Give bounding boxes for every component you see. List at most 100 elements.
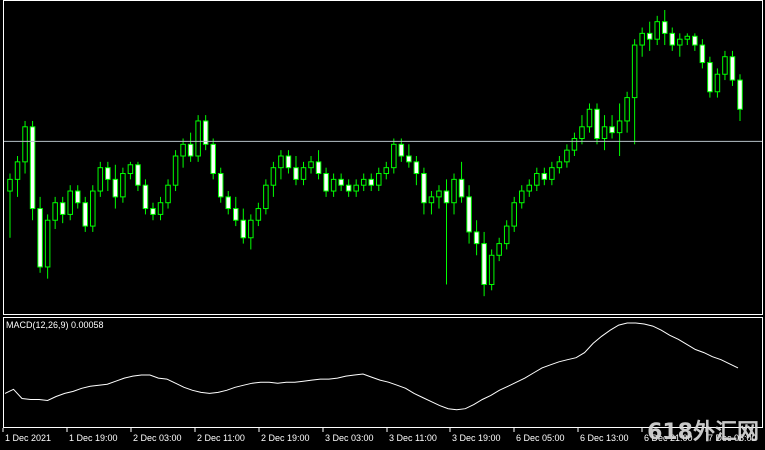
macd-indicator-label: MACD(12,26,9) 0.00058 (6, 320, 104, 330)
candle-down (345, 184, 352, 192)
candle-up (180, 143, 186, 157)
candle-up (511, 202, 517, 227)
candle-up (52, 202, 58, 221)
candle-down (406, 155, 412, 163)
candle-up (44, 219, 51, 268)
candle-down (692, 35, 698, 46)
candle-up (579, 126, 585, 139)
x-tick-label: 3 Dec 19:00 (452, 433, 501, 443)
candle-down (74, 190, 81, 204)
candle-up (300, 167, 307, 180)
candle-down (217, 173, 224, 198)
candle-up (616, 120, 623, 134)
candle-down (210, 143, 216, 175)
candle-down (729, 56, 736, 81)
candle-down (661, 21, 668, 34)
x-tick-label: 3 Dec 03:00 (325, 433, 374, 443)
candle-up (120, 173, 126, 198)
candle-up (624, 97, 630, 122)
candle-up (488, 254, 495, 285)
candle-up (353, 184, 359, 192)
candle-up (391, 143, 397, 169)
candle-up (556, 161, 563, 169)
candle-up (631, 44, 638, 99)
candle-down (398, 143, 405, 157)
candle-up (22, 126, 28, 163)
candle-up (639, 32, 645, 46)
candle-up (586, 108, 593, 128)
candle-up (14, 161, 21, 180)
candle-up (157, 202, 164, 215)
candle-up (571, 137, 578, 151)
candle-down (458, 178, 465, 198)
candle-down (202, 120, 209, 145)
candle-up (90, 190, 96, 227)
x-tick-label: 6 Dec 21:00 (644, 433, 693, 443)
candle-down (737, 79, 743, 110)
candle-up (714, 73, 721, 93)
candle-down (240, 219, 247, 239)
x-tick-label: 2 Dec 11:00 (197, 433, 245, 443)
candle-down (150, 208, 156, 215)
candle-up (654, 21, 660, 40)
candle-up (308, 161, 314, 169)
x-tick-label: 6 Dec 13:00 (580, 433, 629, 443)
candle-down (293, 167, 299, 180)
candle-down (473, 231, 480, 245)
candle-up (383, 167, 390, 175)
candle-down (413, 161, 420, 175)
candles-group (7, 10, 743, 297)
candle-down (59, 202, 66, 215)
candle-up (496, 243, 502, 256)
candle-up (376, 173, 382, 186)
price-panel-frame (3, 0, 763, 315)
candle-down (707, 62, 713, 93)
candle-down (233, 208, 239, 221)
candle-up (172, 155, 179, 186)
candle-down (29, 126, 36, 210)
candle-down (135, 164, 141, 186)
candle-up (677, 38, 683, 46)
candle-up (97, 167, 104, 192)
candle-up (564, 149, 570, 163)
candle-up (248, 219, 254, 239)
candle-up (195, 120, 201, 157)
candle-up (503, 225, 510, 245)
candle-down (669, 32, 676, 46)
candle-down (646, 32, 653, 40)
candle-down (315, 161, 322, 175)
candle-down (699, 44, 706, 64)
candle-up (67, 190, 73, 215)
candle-down (541, 173, 548, 180)
x-tick-label: 1 Dec 19:00 (69, 433, 118, 443)
candle-up (601, 126, 608, 139)
candle-down (225, 196, 232, 210)
candle-up (165, 184, 171, 204)
candle-up (278, 155, 284, 169)
candle-down (105, 167, 111, 180)
candle-down (338, 178, 344, 186)
candle-down (609, 126, 615, 134)
candle-up (270, 167, 277, 186)
candle-up (127, 164, 134, 175)
candle-down (37, 208, 43, 268)
candle-down (368, 178, 374, 186)
candle-up (518, 190, 525, 204)
candle-down (421, 173, 427, 204)
candle-down (466, 196, 472, 233)
candle-up (360, 178, 367, 186)
candle-up (526, 184, 533, 192)
candle-up (436, 190, 442, 198)
x-tick-label: 2 Dec 03:00 (133, 433, 182, 443)
x-axis: 1 Dec 2021 1 Dec 19:00 2 Dec 03:00 2 Dec 11… (2, 428, 757, 443)
x-tick-label: 7 Dec 05:00 (708, 433, 757, 443)
x-tick-label: 3 Dec 11:00 (389, 433, 437, 443)
candle-up (428, 196, 435, 204)
candle-down (112, 178, 119, 198)
candle-up (549, 167, 555, 180)
candle-down (481, 243, 487, 285)
macd-panel-frame (3, 317, 763, 428)
candle-down (82, 202, 89, 227)
